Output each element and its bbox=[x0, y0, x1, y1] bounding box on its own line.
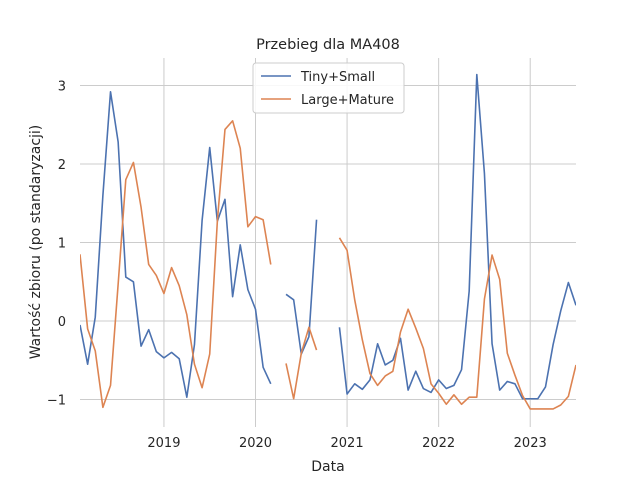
grid bbox=[80, 58, 576, 427]
y-tick-label: 0 bbox=[58, 315, 66, 330]
chart-title: Przebieg dla MA408 bbox=[256, 37, 400, 53]
y-tick-label: 3 bbox=[58, 79, 66, 94]
series-line-tiny-small bbox=[80, 90, 272, 398]
series-line-large-mature bbox=[338, 237, 576, 410]
x-tick-label: 2023 bbox=[514, 436, 547, 451]
y-tick-label: −1 bbox=[47, 394, 66, 409]
series-line-large-mature bbox=[285, 326, 318, 400]
legend: Tiny+Small Large+Mature bbox=[252, 62, 405, 114]
y-axis-title: Wartość zbioru (po standaryzacji) bbox=[28, 125, 44, 360]
series-clip-group bbox=[80, 73, 576, 410]
series-line-tiny-small bbox=[338, 73, 576, 400]
y-tick-label: 2 bbox=[58, 158, 66, 173]
x-tick-label: 2022 bbox=[422, 436, 455, 451]
legend-label-tiny-small: Tiny+Small bbox=[300, 70, 375, 85]
series-layer bbox=[80, 73, 576, 410]
x-tick-label: 2021 bbox=[331, 436, 364, 451]
x-axis-title: Data bbox=[311, 459, 344, 475]
legend-label-large-mature: Large+Mature bbox=[301, 93, 394, 108]
tick-labels: 2019 2020 2021 2022 2023 −1 0 1 2 3 bbox=[47, 79, 547, 451]
series-line-large-mature bbox=[80, 120, 272, 409]
x-tick-label: 2019 bbox=[147, 436, 180, 451]
x-tick-label: 2020 bbox=[239, 436, 272, 451]
y-tick-label: 1 bbox=[58, 237, 66, 252]
